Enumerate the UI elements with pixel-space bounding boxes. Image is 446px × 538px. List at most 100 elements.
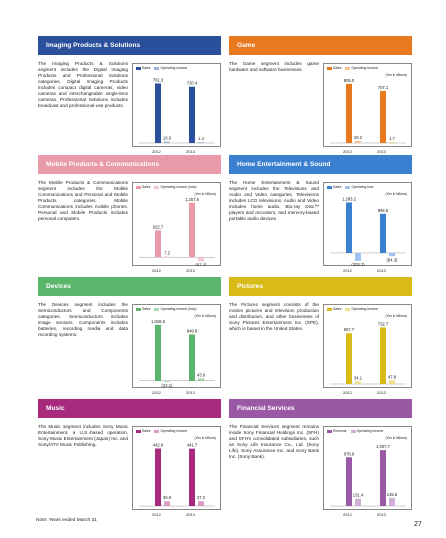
legend-item: Sales [327,185,341,189]
legend-item: Sales [136,429,150,433]
oi-bar [164,380,170,382]
panel-game: Game The Game segment includes game hard… [229,36,412,154]
oi-bar [389,380,395,384]
year-label: 2012 [343,268,352,273]
legend-swatch [327,429,332,433]
legend-item: Sales [136,185,150,189]
year-label: 2012 [343,512,352,517]
panel-devices: Devices The Devices segment includes the… [38,277,221,395]
panel-description: The Mobile Products & Communications seg… [38,180,128,221]
year-label: 2012 [343,390,352,395]
chart-unit: (Yen in billions) [385,73,408,77]
oi-label: (203.2) [351,262,365,266]
sales-bar [346,333,352,384]
oi-label: 18.6 [163,136,172,141]
oi-label: (22.1) [162,383,174,388]
oi-label: (84.3) [387,257,399,262]
panel-description: The Imaging Products & Solutions segment… [38,61,128,108]
legend-item: Operating loss [345,185,373,189]
chart-unit: (Yen in billions) [194,192,217,196]
year-label: 2013 [377,268,386,273]
legend-item: Operating income [154,66,187,70]
oi-label: 1.4 [198,136,204,141]
legend-swatch [345,307,351,311]
oi-bar [355,140,361,143]
oi-label: 131.4 [353,493,364,498]
oi-bar [355,252,361,261]
sales-bar [155,448,161,506]
oi-label: 1.7 [389,136,395,141]
legend-swatch [154,66,160,70]
sales-bar [189,448,195,506]
panel-title: Home Entertainment & Sound [229,155,412,174]
panel-description: The Home Entertainment & Sound segment i… [229,180,319,221]
year-label: 2013 [377,149,386,154]
sales-label: 761.3 [153,77,164,82]
panel-title: Devices [38,277,221,296]
oi-bar [164,256,170,258]
sales-label: 622.7 [153,224,164,229]
panel-title: Imaging Products & Solutions [38,36,221,55]
sales-bar [189,202,195,258]
chart-plot: 761.3 18.6 720.4 1.4 [139,77,215,144]
year-label: 2013 [377,512,386,517]
panel-description: The Music segment includes Sony Music En… [38,424,128,447]
legend-swatch [327,307,332,311]
legend-swatch [136,307,141,311]
panel-description: The Devices segment includes the Semicon… [38,302,128,337]
legend-item: Sales [136,66,150,70]
sales-bar [380,213,386,253]
legend-label: Operating income (loss) [160,307,197,311]
chart-plot: 622.7 7.2 1,257.6 (97.2) [139,197,215,266]
legend-item: Sales [327,66,341,70]
legend-label: Operating income [351,66,379,70]
oi-bar [198,142,204,143]
chart-legend: Sales Operating income [327,66,378,70]
sales-label: 732.7 [378,321,389,326]
oi-label: 37.2 [197,495,206,500]
chart-unit: (Yen in billions) [194,436,217,440]
oi-bar [198,257,204,262]
sales-bar [380,450,386,506]
legend-label: Operating income [356,429,384,433]
segment-chart: Sales Operating income (Yen in billions) 44… [132,426,221,510]
legend-item: Operating income [154,429,187,433]
segment-chart: Sales Operating loss (Yen in billions) 1,28… [323,182,412,266]
chart-plot: 1,026.6 (22.1) 849.8 43.9 [139,319,215,388]
legend-swatch [327,66,332,70]
sales-bar [189,334,195,381]
legend-label: Operating loss [351,185,374,189]
oi-label: (97.2) [196,262,208,266]
oi-bar [198,501,204,506]
legend-item: Operating income [345,307,378,311]
chart-plot: 805.0 29.2 707.1 1.7 [330,78,406,144]
legend-swatch [136,185,141,189]
panel-home: Home Entertainment & Sound The Home Ente… [229,155,412,273]
segment-chart: Sales Operating income (Yen in billions) 80… [323,63,412,147]
panel-music: Music The Music segment includes Sony Mu… [38,399,221,517]
legend-label: Operating income [160,429,188,433]
sales-label: 442.8 [153,443,164,448]
legend-swatch [345,185,351,189]
sales-label: 1,026.6 [151,319,166,324]
oi-bar [355,381,361,384]
panel-imaging: Imaging Products & Solutions The Imaging… [38,36,221,154]
year-label: 2012 [152,390,161,395]
chart-legend: Sales Operating income (loss) [136,307,196,311]
legend-swatch [350,429,356,433]
sales-bar [155,230,161,258]
oi-label: 7.2 [164,250,170,255]
sales-bar [346,457,352,506]
oi-bar [164,501,170,506]
legend-label: Revenue [333,429,347,433]
sales-bar [346,202,352,253]
segment-chart: Sales Operating income (loss) (Yen in bill… [132,304,221,388]
panel-description: The Game segment includes game hardware … [229,61,319,72]
panel-description: The Pictures segment consists of the mot… [229,302,319,331]
chart-legend: Sales Operating income [136,429,187,433]
panel-title: Music [38,399,221,418]
legend-swatch [154,429,160,433]
sales-label: 441.7 [187,443,198,448]
year-label: 2013 [186,268,195,273]
chart-plot: 442.8 36.9 441.7 37.2 [139,443,215,507]
